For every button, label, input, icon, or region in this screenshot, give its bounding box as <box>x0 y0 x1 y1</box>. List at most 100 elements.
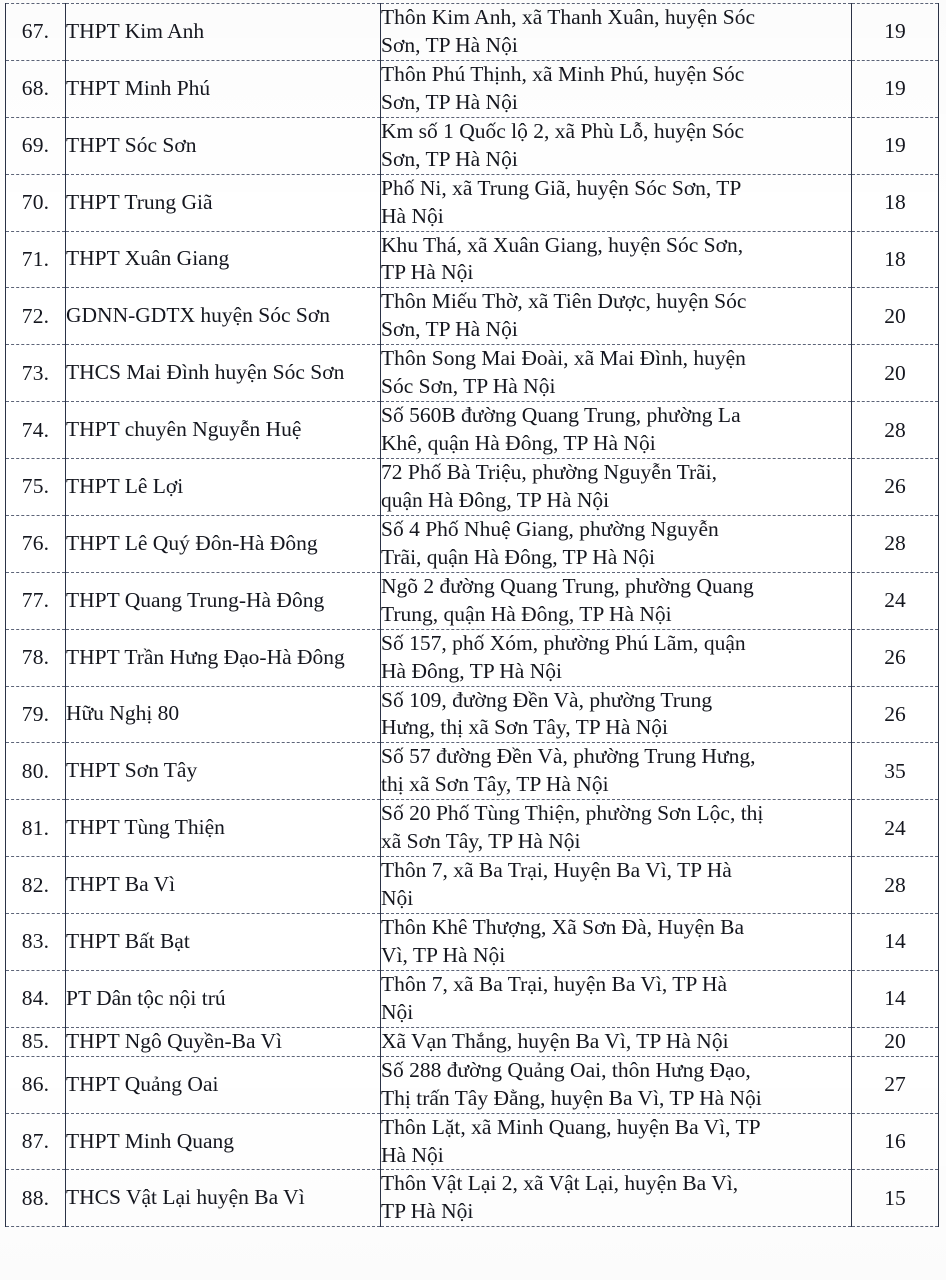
count-cell: 27 <box>851 1055 939 1114</box>
address-line: Vì, TP Hà Nội <box>381 942 506 967</box>
row-index-cell: 73. <box>5 344 66 403</box>
count-cell: 18 <box>851 173 939 232</box>
address-line: Thôn Vật Lại 2, xã Vật Lại, huyện Ba Vì, <box>381 1171 739 1196</box>
address-line: Trung, quận Hà Đông, TP Hà Nội <box>381 601 672 626</box>
school-list-table: 67. THPT Kim Anh Thôn Kim Anh, xã Thanh Xu… <box>5 3 939 1228</box>
address-line: Số 109, đường Đền Và, phường Trung <box>381 687 713 712</box>
address-line: Số 288 đường Quảng Oai, thôn Hưng Đạo, <box>381 1057 751 1082</box>
address-line: thị xã Sơn Tây, TP Hà Nội <box>381 772 609 797</box>
address-line: Khu Thá, xã Xuân Giang, huyện Sóc Sơn, <box>381 232 744 257</box>
address-line: Sóc Sơn, TP Hà Nội <box>381 374 556 399</box>
count-cell: 35 <box>851 742 939 801</box>
row-index-cell: 83. <box>5 913 66 971</box>
address-line: Thị trấn Tây Đằng, huyện Ba Vì, TP Hà Nộ… <box>381 1085 762 1110</box>
table-body: 67. THPT Kim Anh Thôn Kim Anh, xã Thanh Xu… <box>5 3 939 1228</box>
address-cell: 72 Phố Bà Triệu, phường Nguyễn Trãi, quận… <box>380 458 852 516</box>
school-name-cell: THPT Tùng Thiện <box>65 799 381 858</box>
address-line: TP Hà Nội <box>381 1199 474 1224</box>
school-name-cell: THPT Ngô Quyền-Ba Vì <box>65 1026 381 1057</box>
table-row: 88. THCS Vật Lại huyện Ba Vì Thôn Vật Lại … <box>5 1169 939 1228</box>
address-line: Xã Vạn Thắng, huyện Ba Vì, TP Hà Nội <box>381 1028 729 1053</box>
row-index-cell: 85. <box>5 1026 66 1057</box>
count-cell: 19 <box>851 3 939 61</box>
address-line: Số 20 Phố Tùng Thiện, phường Sơn Lộc, th… <box>381 801 764 826</box>
table-row: 75. THPT Lê Lợi 72 Phố Bà Triệu, phường Ng… <box>5 458 939 516</box>
row-index-cell: 80. <box>5 742 66 801</box>
count-cell: 15 <box>851 1169 939 1228</box>
row-index-cell: 79. <box>5 685 66 744</box>
address-cell: Số 57 đường Đền Và, phường Trung Hưng, th… <box>380 742 852 801</box>
address-line: Nội <box>381 886 414 911</box>
school-name-cell: THPT Minh Quang <box>65 1112 381 1171</box>
address-cell: Ngõ 2 đường Quang Trung, phường Quang Tru… <box>380 571 852 630</box>
address-line: Số 157, phố Xóm, phường Phú Lãm, quận <box>381 630 746 655</box>
address-line: Thôn Khê Thượng, Xã Sơn Đà, Huyện Ba <box>381 915 745 939</box>
address-line: xã Sơn Tây, TP Hà Nội <box>381 829 581 854</box>
address-line: Số 560B đường Quang Trung, phường La <box>381 403 741 428</box>
count-cell: 16 <box>851 1112 939 1171</box>
table-row: 79. Hữu Nghị 80 Số 109, đường Đền Và, phườ… <box>5 685 939 744</box>
school-name-cell: GDNN-GDTX huyện Sóc Sơn <box>65 287 381 346</box>
count-cell: 20 <box>851 287 939 346</box>
address-line: Sơn, TP Hà Nội <box>381 89 518 114</box>
school-name-cell: THPT Quảng Oai <box>65 1055 381 1114</box>
row-index-cell: 87. <box>5 1112 66 1171</box>
table-row: 85. THPT Ngô Quyền-Ba Vì Xã Vạn Thắng, huy… <box>5 1026 939 1057</box>
table-row: 73. THCS Mai Đình huyện Sóc Sơn Thôn Song … <box>5 344 939 403</box>
count-cell: 20 <box>851 344 939 403</box>
address-cell: Số 4 Phố Nhuệ Giang, phường Nguyễn Trãi, … <box>380 514 852 573</box>
count-cell: 19 <box>851 116 939 175</box>
address-cell: Thôn Khê Thượng, Xã Sơn Đà, Huyện Ba Vì, … <box>380 913 852 971</box>
table-row: 87. THPT Minh Quang Thôn Lặt, xã Minh Quan… <box>5 1112 939 1171</box>
table-row: 77. THPT Quang Trung-Hà Đông Ngõ 2 đường Q… <box>5 571 939 630</box>
count-cell: 28 <box>851 856 939 914</box>
school-name-cell: THCS Vật Lại huyện Ba Vì <box>65 1169 381 1228</box>
school-name-cell: THPT Ba Vì <box>65 856 381 914</box>
address-cell: Km số 1 Quốc lộ 2, xã Phù Lỗ, huyện Sóc S… <box>380 116 852 175</box>
count-cell: 26 <box>851 685 939 744</box>
address-cell: Thôn 7, xã Ba Trại, Huyện Ba Vì, TP Hà Nộ… <box>380 856 852 914</box>
count-cell: 26 <box>851 628 939 687</box>
address-line: Phố Ni, xã Trung Giã, huyện Sóc Sơn, TP <box>381 175 742 200</box>
table-row: 82. THPT Ba Vì Thôn 7, xã Ba Trại, Huyện B… <box>5 856 939 914</box>
address-line: Trãi, quận Hà Đông, TP Hà Nội <box>381 544 655 569</box>
address-cell: Thôn Lặt, xã Minh Quang, huyện Ba Vì, TP… <box>380 1112 852 1171</box>
address-line: Thôn Lặt, xã Minh Quang, huyện Ba Vì, TP <box>381 1114 761 1139</box>
count-cell: 19 <box>851 59 939 118</box>
school-name-cell: THPT Quang Trung-Hà Đông <box>65 571 381 630</box>
row-index-cell: 67. <box>5 3 66 61</box>
address-line: Sơn, TP Hà Nội <box>381 146 518 171</box>
row-index-cell: 88. <box>5 1169 66 1228</box>
table-row: 84. PT Dân tộc nội trú Thôn 7, xã Ba Trại,… <box>5 969 939 1028</box>
count-cell: 26 <box>851 458 939 516</box>
row-index-cell: 86. <box>5 1055 66 1114</box>
address-line: Hà Đông, TP Hà Nội <box>381 658 562 683</box>
address-cell: Thôn Song Mai Đoài, xã Mai Đình, huyện Só… <box>380 344 852 403</box>
address-line: Km số 1 Quốc lộ 2, xã Phù Lỗ, huyện Sóc <box>381 118 745 143</box>
row-index-cell: 74. <box>5 401 66 459</box>
school-name-cell: THPT Lê Quý Đôn-Hà Đông <box>65 514 381 573</box>
address-cell: Thôn Kim Anh, xã Thanh Xuân, huyện Sóc Sơ… <box>380 3 852 61</box>
address-cell: Số 157, phố Xóm, phường Phú Lãm, quận Hà … <box>380 628 852 687</box>
school-name-cell: THPT Bất Bạt <box>65 913 381 971</box>
table-row: 68. THPT Minh Phú Thôn Phú Thịnh, xã Minh … <box>5 59 939 118</box>
count-cell: 18 <box>851 230 939 289</box>
address-cell: Thôn Miếu Thờ, xã Tiên Dược, huyện Sóc Sơ… <box>380 287 852 346</box>
address-cell: Số 20 Phố Tùng Thiện, phường Sơn Lộc, th… <box>380 799 852 858</box>
address-line: quận Hà Đông, TP Hà Nội <box>381 487 610 512</box>
table-row: 74. THPT chuyên Nguyễn Huệ Số 560B đường Q… <box>5 401 939 459</box>
school-name-cell: THPT Trần Hưng Đạo-Hà Đông <box>65 628 381 687</box>
row-index-cell: 68. <box>5 59 66 118</box>
school-name-cell: THPT Minh Phú <box>65 59 381 118</box>
table-row: 67. THPT Kim Anh Thôn Kim Anh, xã Thanh Xu… <box>5 3 939 61</box>
school-name-cell: THPT Sóc Sơn <box>65 116 381 175</box>
address-line: Số 4 Phố Nhuệ Giang, phường Nguyễn <box>381 516 719 541</box>
address-cell: Số 109, đường Đền Và, phường Trung Hưng, … <box>380 685 852 744</box>
row-index-cell: 84. <box>5 969 66 1028</box>
address-line: 72 Phố Bà Triệu, phường Nguyễn Trãi, <box>381 460 718 484</box>
address-cell: Xã Vạn Thắng, huyện Ba Vì, TP Hà Nội <box>380 1026 852 1057</box>
address-line: Thôn Kim Anh, xã Thanh Xuân, huyện Sóc <box>381 5 756 29</box>
row-index-cell: 78. <box>5 628 66 687</box>
address-line: Ngõ 2 đường Quang Trung, phường Quang <box>381 573 754 598</box>
